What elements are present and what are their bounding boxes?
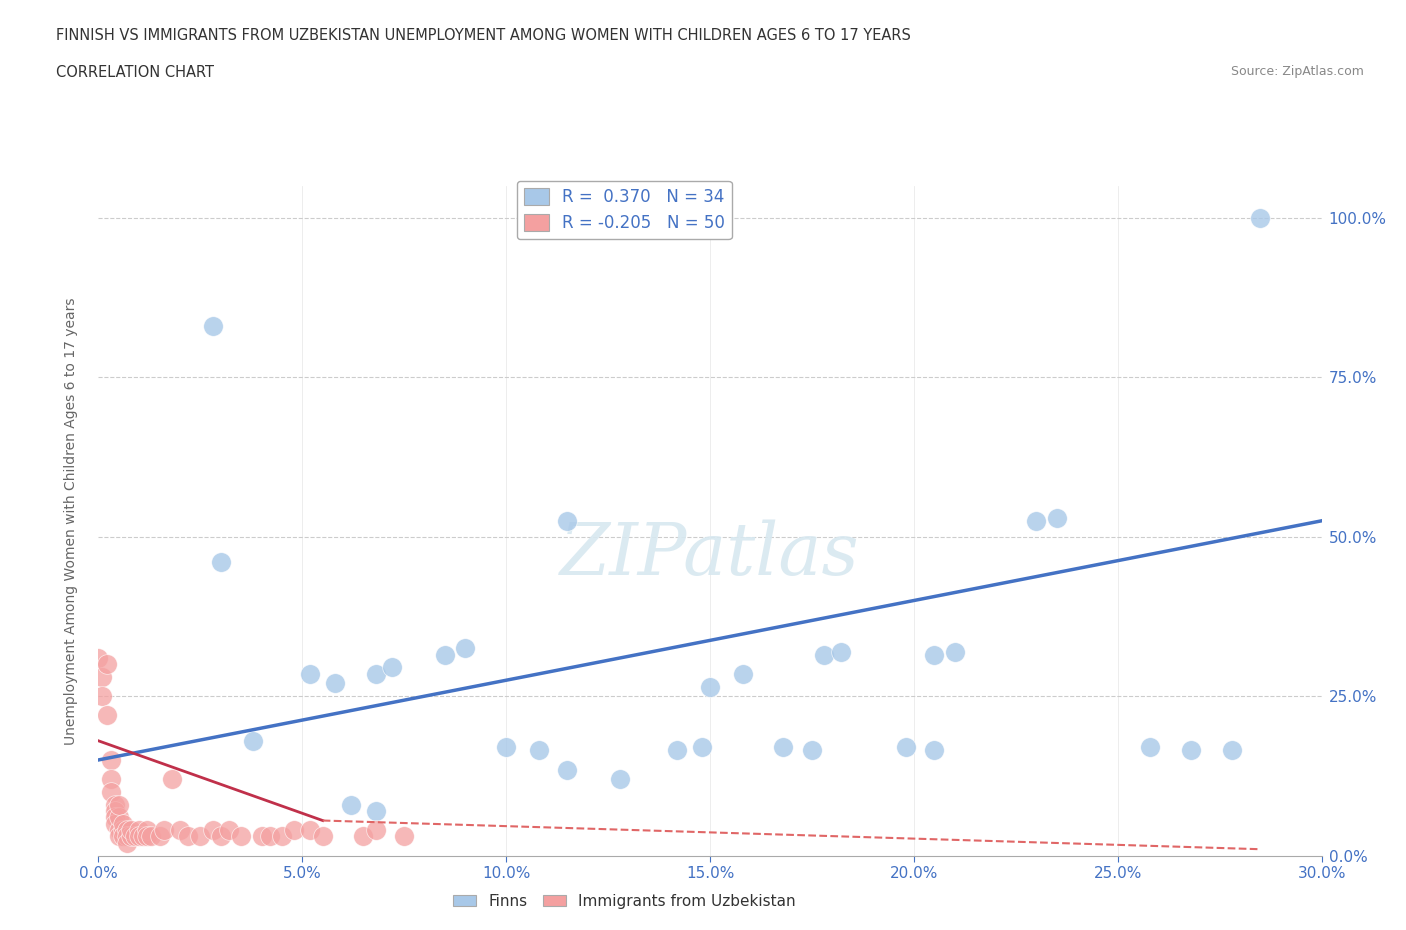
Point bbox=[259, 829, 281, 844]
Point bbox=[352, 829, 374, 844]
Y-axis label: Unemployment Among Women with Children Ages 6 to 17 years: Unemployment Among Women with Children A… bbox=[63, 297, 77, 745]
Point bbox=[96, 657, 118, 671]
Point bbox=[364, 804, 387, 818]
Point bbox=[128, 829, 150, 844]
Point bbox=[136, 823, 159, 838]
Point bbox=[169, 823, 191, 838]
Point bbox=[115, 829, 138, 844]
Point bbox=[527, 743, 550, 758]
Point bbox=[340, 797, 363, 812]
Point bbox=[1220, 743, 1243, 758]
Text: Source: ZipAtlas.com: Source: ZipAtlas.com bbox=[1230, 65, 1364, 78]
Point bbox=[381, 660, 404, 675]
Point bbox=[160, 772, 183, 787]
Point bbox=[250, 829, 273, 844]
Point bbox=[104, 817, 127, 831]
Point bbox=[201, 319, 224, 334]
Point bbox=[132, 829, 155, 844]
Point bbox=[943, 644, 966, 659]
Point bbox=[830, 644, 852, 659]
Point bbox=[609, 772, 631, 787]
Point bbox=[104, 810, 127, 825]
Point bbox=[557, 762, 579, 777]
Point bbox=[108, 823, 131, 838]
Text: CORRELATION CHART: CORRELATION CHART bbox=[56, 65, 214, 80]
Text: FINNISH VS IMMIGRANTS FROM UZBEKISTAN UNEMPLOYMENT AMONG WOMEN WITH CHILDREN AGE: FINNISH VS IMMIGRANTS FROM UZBEKISTAN UN… bbox=[56, 28, 911, 43]
Point bbox=[392, 829, 416, 844]
Point bbox=[1045, 511, 1069, 525]
Point bbox=[557, 513, 579, 528]
Point bbox=[104, 797, 127, 812]
Point bbox=[108, 810, 131, 825]
Point bbox=[922, 743, 945, 758]
Point bbox=[312, 829, 335, 844]
Point bbox=[136, 829, 159, 844]
Point bbox=[299, 667, 322, 682]
Point bbox=[100, 772, 122, 787]
Point bbox=[495, 739, 517, 754]
Point bbox=[177, 829, 200, 844]
Point bbox=[124, 829, 146, 844]
Point bbox=[1180, 743, 1202, 758]
Point bbox=[100, 784, 122, 799]
Legend: Finns, Immigrants from Uzbekistan: Finns, Immigrants from Uzbekistan bbox=[447, 888, 801, 915]
Point bbox=[111, 823, 134, 838]
Point bbox=[201, 823, 224, 838]
Point bbox=[209, 829, 232, 844]
Point bbox=[323, 676, 346, 691]
Point bbox=[364, 667, 387, 682]
Point bbox=[218, 823, 240, 838]
Point bbox=[364, 823, 387, 838]
Point bbox=[231, 829, 253, 844]
Point bbox=[111, 817, 134, 831]
Point bbox=[1249, 210, 1271, 225]
Point bbox=[801, 743, 824, 758]
Point bbox=[813, 647, 835, 662]
Point bbox=[209, 555, 232, 570]
Point bbox=[283, 823, 305, 838]
Point bbox=[454, 641, 477, 656]
Point bbox=[270, 829, 294, 844]
Point bbox=[141, 829, 163, 844]
Point bbox=[434, 647, 457, 662]
Point bbox=[242, 734, 264, 749]
Point bbox=[188, 829, 212, 844]
Point bbox=[91, 689, 114, 704]
Point bbox=[699, 679, 721, 694]
Point bbox=[104, 804, 127, 818]
Point bbox=[731, 667, 754, 682]
Point bbox=[894, 739, 917, 754]
Point bbox=[1139, 739, 1161, 754]
Point bbox=[91, 670, 114, 684]
Point bbox=[299, 823, 322, 838]
Text: ZIPatlas: ZIPatlas bbox=[560, 519, 860, 590]
Point bbox=[666, 743, 689, 758]
Point bbox=[108, 797, 131, 812]
Point bbox=[108, 829, 131, 844]
Point bbox=[111, 829, 134, 844]
Point bbox=[922, 647, 945, 662]
Point bbox=[1025, 513, 1047, 528]
Point bbox=[690, 739, 713, 754]
Point bbox=[115, 835, 138, 850]
Point bbox=[772, 739, 794, 754]
Point bbox=[152, 823, 174, 838]
Point bbox=[120, 829, 142, 844]
Point bbox=[96, 708, 118, 723]
Point bbox=[115, 823, 138, 838]
Point bbox=[87, 650, 110, 665]
Point bbox=[128, 823, 150, 838]
Point bbox=[100, 752, 122, 767]
Point bbox=[120, 823, 142, 838]
Point bbox=[149, 829, 172, 844]
